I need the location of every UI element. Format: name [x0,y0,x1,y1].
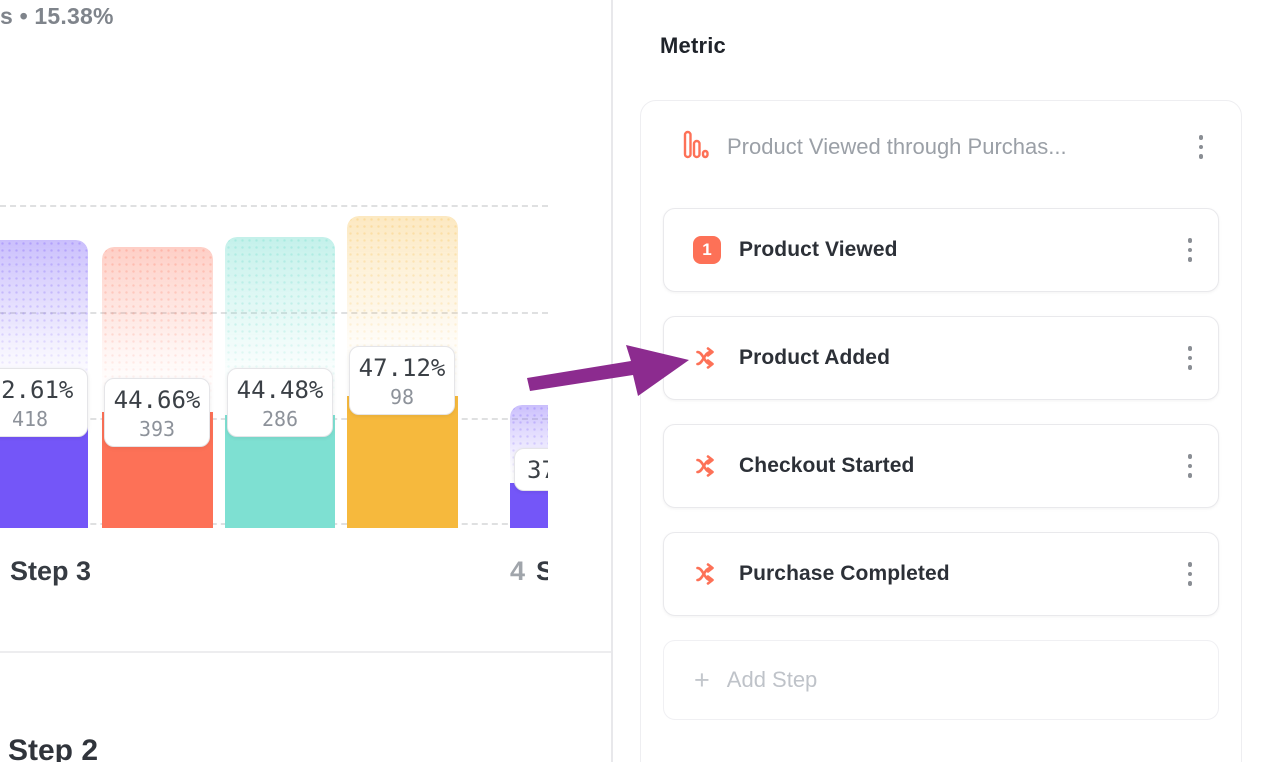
add-step-button[interactable]: + Add Step [663,640,1219,720]
kebab-menu-icon[interactable] [1184,342,1197,374]
conversion-percent: 42.61% [0,376,74,404]
funnel-step-row-2[interactable]: Product Added [663,316,1219,400]
kebab-menu-icon[interactable] [1195,131,1208,163]
plus-icon: + [694,664,710,695]
bar-value-label-segment-5: 37 [514,448,548,491]
funnel-step-row-4[interactable]: Purchase Completed [663,532,1219,616]
conversion-percent: 47.12% [358,354,446,382]
x-axis-label-step-4: 4 Step 4 [510,556,548,587]
step-icon-slot: 1 [692,236,722,264]
panel-divider [611,0,613,762]
funnel-bar-converted-segment-4 [347,396,458,528]
shuffle-icon [692,345,722,371]
gridline [0,205,548,207]
legend-fragment: s • 15.38% [0,3,114,29]
conversion-count: 418 [11,407,49,431]
histogram-icon [683,130,709,165]
conversion-percent: 37 [527,456,548,484]
metric-steps: 1 Product Viewed Product Added Checkout S… [641,208,1241,616]
step-label: Product Viewed [739,238,898,261]
bar-value-label-segment-3: 44.48% 286 [227,368,333,437]
conversion-count: 393 [138,417,176,441]
shuffle-icon [692,561,722,587]
x-axis-label-step-3: Step 3 [10,556,91,587]
step-label: Purchase Completed [739,562,950,585]
shuffle-icon [692,453,722,479]
metric-title[interactable]: Product Viewed through Purchas... [727,134,1067,159]
bar-value-label-segment-2: 44.66% 393 [104,378,210,447]
kebab-menu-icon[interactable] [1184,558,1197,590]
bar-value-label-segment-1: 42.61% 418 [0,368,88,437]
section-step-2-heading: Step 2 [8,734,99,762]
metric-panel-heading: Metric [660,33,726,58]
step-label: Checkout Started [739,454,915,477]
step-4-label-text: Step 4 [536,556,548,586]
funnel-step-row-1[interactable]: 1 Product Viewed [663,208,1219,292]
step-3-label-text: Step 3 [10,556,92,586]
metric-card-header[interactable]: Product Viewed through Purchas... [641,101,1241,163]
conversion-percent: 44.48% [236,376,324,404]
funnel-chart-area: Step 3 4 Step 4 42.61% 418 44.66% 393 44.48% 2… [0,0,548,652]
metric-card: Product Viewed through Purchas... 1 Produ… [640,100,1242,762]
add-step-label: Add Step [726,667,818,692]
kebab-menu-icon[interactable] [1184,234,1197,266]
bar-value-label-segment-4: 47.12% 98 [349,346,455,415]
funnel-step-row-3[interactable]: Checkout Started [663,424,1219,508]
chart-card-bottom-border [0,651,612,653]
kebab-menu-icon[interactable] [1184,450,1197,482]
step-number-badge: 1 [693,236,721,264]
step-label: Product Added [739,346,891,369]
gridline [0,312,548,314]
conversion-count: 98 [389,385,415,409]
conversion-count: 286 [261,407,299,431]
step-4-number: 4 [510,556,526,586]
conversion-percent: 44.66% [113,386,201,414]
